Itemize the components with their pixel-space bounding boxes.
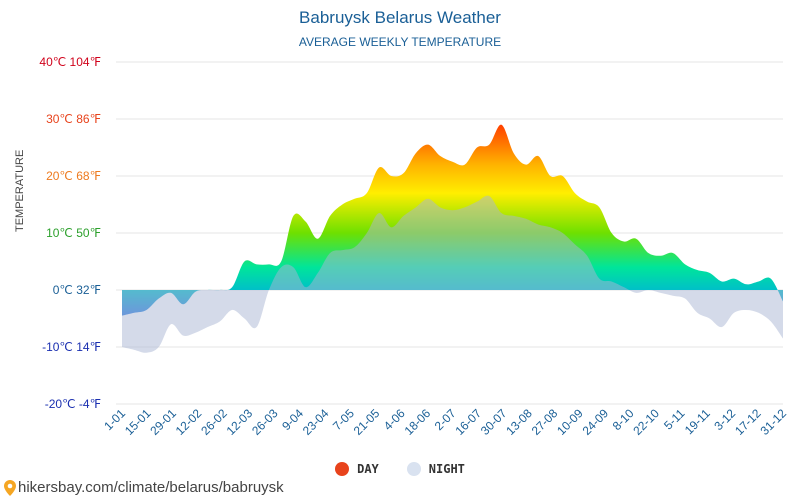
x-tick-label: 30-07	[478, 406, 510, 438]
x-tick-label: 10-09	[554, 406, 586, 438]
x-tick-label: 26-02	[198, 406, 230, 438]
legend-day-label: DAY	[357, 462, 379, 476]
source-link[interactable]: hikersbay.com/climate/belarus/babruysk	[4, 479, 284, 496]
temperature-chart: 40℃ 104℉ 30℃ 86℉ 20℃ 68℉ 10℃ 50℉ 0℃ 32℉ -10℃ …	[39, 55, 790, 438]
y-tick-label: 0℃ 32℉	[53, 283, 101, 297]
legend-day-marker	[335, 462, 350, 476]
x-tick-label: 17-12	[732, 406, 764, 438]
x-tick-label: 13-08	[503, 406, 535, 438]
x-tick-label: 23-04	[300, 406, 332, 438]
x-tick-label: 12-02	[173, 406, 205, 438]
series-night-area	[122, 195, 783, 353]
legend: DAY NIGHT	[0, 462, 800, 476]
chart-subtitle: AVERAGE WEEKLY TEMPERATURE	[298, 35, 502, 49]
y-tick-label: 40℃ 104℉	[39, 55, 101, 69]
chart-title: Babruysk Belarus Weather	[299, 8, 501, 27]
x-tick-label: 16-07	[452, 406, 484, 438]
y-tick-label: 20℃ 68℉	[46, 169, 101, 183]
legend-item-day[interactable]: DAY	[335, 462, 379, 476]
location-pin-icon	[4, 479, 16, 496]
source-url: hikersbay.com/climate/belarus/babruysk	[18, 479, 284, 496]
y-tick-label: -20℃ -4℉	[45, 397, 101, 411]
y-tick-label: -10℃ 14℉	[42, 340, 101, 354]
y-tick-label: 10℃ 50℉	[46, 226, 101, 240]
x-tick-label: 24-09	[580, 406, 612, 438]
x-tick-label: 27-08	[529, 406, 561, 438]
y-tick-label: 30℃ 86℉	[46, 112, 101, 126]
legend-night-marker	[406, 462, 421, 476]
x-tick-label: 21-05	[351, 406, 383, 438]
x-tick-label: 19-11	[682, 406, 713, 437]
legend-night-label: NIGHT	[428, 462, 465, 476]
x-tick-label: 15-01	[122, 406, 154, 438]
x-tick-label: 18-06	[402, 406, 434, 438]
legend-item-night[interactable]: NIGHT	[406, 462, 465, 476]
x-tick-label: 26-03	[249, 406, 281, 438]
x-tick-label: 22-10	[630, 406, 662, 438]
x-tick-label: 12-03	[224, 406, 256, 438]
x-tick-label: 29-01	[147, 406, 179, 438]
x-tick-label: 31-12	[758, 406, 790, 438]
